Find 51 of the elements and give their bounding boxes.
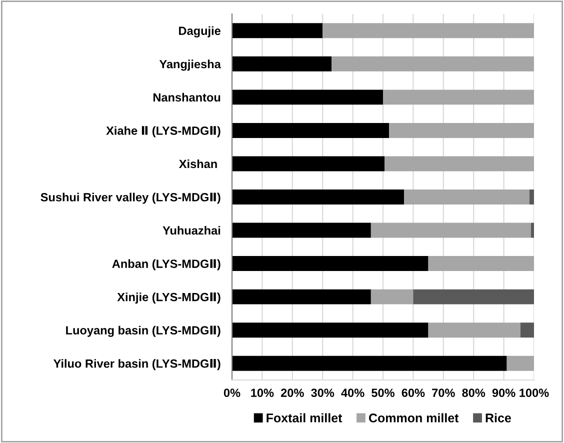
bar: [232, 190, 404, 204]
bar: [530, 222, 534, 238]
x-tick-label: 50%: [372, 388, 395, 398]
bar: [232, 23, 323, 38]
bar: [428, 256, 534, 272]
bar: [232, 322, 428, 338]
bar: [404, 190, 530, 204]
bar: [529, 190, 534, 204]
y-tick-label: Sushui River valley (LYS-MDGⅡ): [40, 192, 220, 204]
bar: [384, 156, 534, 172]
x-tick-label: 90%: [492, 388, 516, 398]
y-tick-label: Dagujie: [179, 26, 220, 38]
x-tick-label: 70%: [432, 388, 455, 398]
bar: [322, 23, 534, 38]
bar: [232, 56, 332, 72]
x-tick-label: 0%: [224, 388, 240, 398]
y-tick-label: Yiluo River basin (LYS-MDGⅡ): [53, 359, 220, 370]
y-tick-label: Xishan: [179, 159, 217, 168]
bar: [506, 356, 534, 371]
bar: [370, 289, 414, 304]
x-tick-label: 20%: [280, 388, 304, 398]
legend-label: Common millet: [368, 413, 459, 422]
x-tick-label: 10%: [251, 388, 274, 398]
x-tick-label: 80%: [462, 388, 486, 398]
bar: [520, 322, 534, 338]
bar: [232, 90, 383, 105]
y-tick-label: Yangjiesha: [159, 60, 221, 71]
x-tick-label: 40%: [341, 388, 364, 398]
y-tick-label: Yuhuazhai: [162, 226, 220, 235]
y-tick-label: Nanshantou: [153, 92, 220, 102]
legend-label: Rice: [486, 413, 511, 422]
bar: [232, 356, 507, 371]
bar: [232, 289, 371, 304]
y-tick-label: Anban (LYS-MDGⅡ): [112, 259, 220, 270]
y-tick-label: Xiahe Ⅱ (LYS-MDGⅡ): [106, 126, 220, 138]
x-tick-label: 60%: [402, 388, 425, 398]
bar: [370, 222, 531, 238]
bar: [232, 222, 371, 238]
bar: [428, 322, 520, 338]
bar: [232, 122, 390, 138]
bar: [383, 90, 534, 105]
bar: [389, 122, 534, 138]
y-tick-label: Xinjie (LYS-MDGⅡ): [117, 292, 220, 304]
bar: [413, 289, 534, 304]
y-tick-label: Luoyang basin (LYS-MDGⅡ): [66, 326, 220, 337]
x-tick-label: 30%: [311, 388, 334, 398]
bar: [232, 256, 428, 272]
x-tick-label: 100%: [520, 388, 549, 398]
bar: [332, 56, 534, 72]
bar: [232, 156, 385, 172]
legend-label: Foxtail millet: [266, 413, 342, 422]
